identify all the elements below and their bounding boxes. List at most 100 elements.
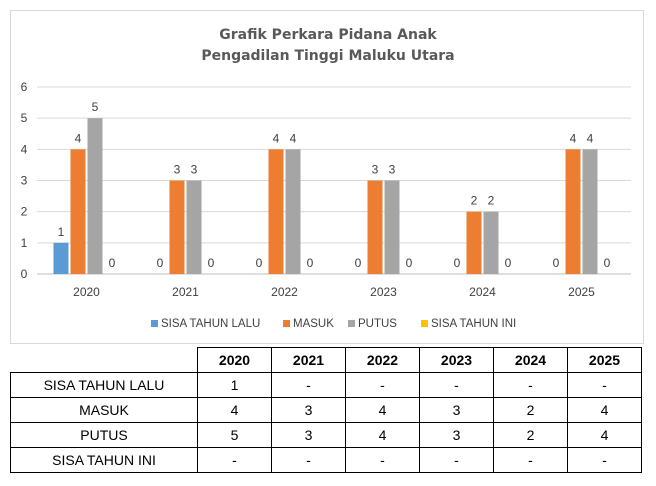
bar	[483, 211, 499, 274]
table-cell: -	[197, 447, 272, 473]
legend-label: MASUK	[293, 318, 334, 330]
bar	[169, 180, 185, 274]
row-label: SISA TAHUN INI	[10, 447, 198, 473]
table-row: MASUK 4 3 4 3 2 4	[10, 397, 642, 423]
table-cell: -	[493, 447, 568, 473]
legend-swatch	[151, 320, 158, 327]
x-tick-label: 2025	[568, 285, 595, 299]
table-cell: -	[419, 447, 494, 473]
row-label: SISA TAHUN LALU	[10, 372, 198, 398]
table-cell: -	[271, 372, 346, 398]
table-cell: 2	[493, 422, 568, 448]
bar	[268, 149, 284, 274]
data-label: 4	[273, 131, 280, 145]
legend-swatch	[421, 320, 428, 327]
data-label: 5	[92, 100, 99, 114]
data-label: 0	[307, 256, 314, 270]
chart-area: Grafik Perkara Pidana Anak Pengadilan Tin…	[10, 10, 644, 344]
table-cell: -	[493, 372, 568, 398]
x-tick-label: 2022	[271, 285, 298, 299]
data-label: 0	[208, 256, 215, 270]
y-tick-label: 1	[21, 236, 28, 250]
table-cell: 3	[419, 422, 494, 448]
row-label: PUTUS	[10, 422, 198, 448]
data-label: 0	[604, 256, 611, 270]
data-label: 0	[406, 256, 413, 270]
data-label: 0	[505, 256, 512, 270]
table-cell: -	[567, 372, 642, 398]
legend-swatch	[348, 320, 355, 327]
table-cell: -	[345, 447, 420, 473]
bar	[384, 180, 400, 274]
table-cell: 4	[567, 397, 642, 423]
legend-label: PUTUS	[358, 318, 397, 330]
table-cell: 4	[567, 422, 642, 448]
y-tick-label: 6	[21, 80, 28, 94]
bar	[186, 180, 202, 274]
table-cell: 3	[419, 397, 494, 423]
data-label: 3	[372, 163, 379, 177]
bar	[285, 149, 301, 274]
y-tick-label: 3	[21, 174, 28, 188]
data-label: 3	[389, 163, 396, 177]
table-header-2021: 2021	[271, 347, 346, 373]
data-label: 0	[355, 256, 362, 270]
data-label: 4	[570, 131, 577, 145]
table-header-row: 2020 2021 2022 2023 2024 2025	[10, 347, 642, 373]
table-cell: -	[271, 447, 346, 473]
table-header-2024: 2024	[493, 347, 568, 373]
table-header-2022: 2022	[345, 347, 420, 373]
table-cell: 3	[271, 397, 346, 423]
bar	[70, 149, 86, 274]
data-label: 0	[454, 256, 461, 270]
data-label: 0	[109, 256, 116, 270]
x-tick-label: 2021	[172, 285, 199, 299]
y-tick-label: 0	[21, 267, 28, 281]
y-tick-label: 5	[21, 111, 28, 125]
table-header-2020: 2020	[197, 347, 272, 373]
bar	[466, 211, 482, 274]
x-tick-label: 2020	[73, 285, 100, 299]
row-label: MASUK	[10, 397, 198, 423]
table-row: SISA TAHUN INI - - - - - -	[10, 447, 642, 473]
table-row: PUTUS 5 3 4 3 2 4	[10, 422, 642, 448]
table-cell: -	[567, 447, 642, 473]
bar	[582, 149, 598, 274]
data-label: 4	[587, 131, 594, 145]
x-tick-label: 2024	[469, 285, 496, 299]
chart-title: Pengadilan Tinggi Maluku Utara	[201, 48, 454, 64]
table-cell: -	[419, 372, 494, 398]
data-label: 2	[471, 194, 478, 208]
legend-swatch	[283, 320, 290, 327]
table-cell: 4	[197, 397, 272, 423]
data-label: 4	[290, 131, 297, 145]
bar	[53, 242, 69, 274]
y-tick-label: 4	[21, 142, 28, 156]
table-cell: 3	[271, 422, 346, 448]
legend-label: SISA TAHUN INI	[431, 318, 516, 330]
table-cell: 1	[197, 372, 272, 398]
table-cell: 4	[345, 397, 420, 423]
table-cell: 2	[493, 397, 568, 423]
bar-chart: Grafik Perkara Pidana Anak Pengadilan Tin…	[21, 27, 631, 330]
data-label: 3	[174, 163, 181, 177]
legend-label: SISA TAHUN LALU	[161, 318, 260, 330]
data-label: 1	[58, 225, 65, 239]
data-label: 0	[256, 256, 263, 270]
bar	[367, 180, 383, 274]
table-cell: -	[345, 372, 420, 398]
chart-title: Grafik Perkara Pidana Anak	[219, 27, 437, 43]
x-tick-label: 2023	[370, 285, 397, 299]
table-corner-cell	[10, 347, 198, 373]
table-cell: 4	[345, 422, 420, 448]
table-header-2025: 2025	[567, 347, 642, 373]
data-table: 2020 2021 2022 2023 2024 2025 SISA TAHUN…	[10, 347, 642, 473]
table-row: SISA TAHUN LALU 1 - - - - -	[10, 372, 642, 398]
data-label: 4	[75, 131, 82, 145]
data-label: 0	[553, 256, 560, 270]
bar	[87, 118, 103, 275]
table-cell: 5	[197, 422, 272, 448]
table-header-2023: 2023	[419, 347, 494, 373]
data-label: 2	[488, 194, 495, 208]
data-label: 3	[191, 163, 198, 177]
